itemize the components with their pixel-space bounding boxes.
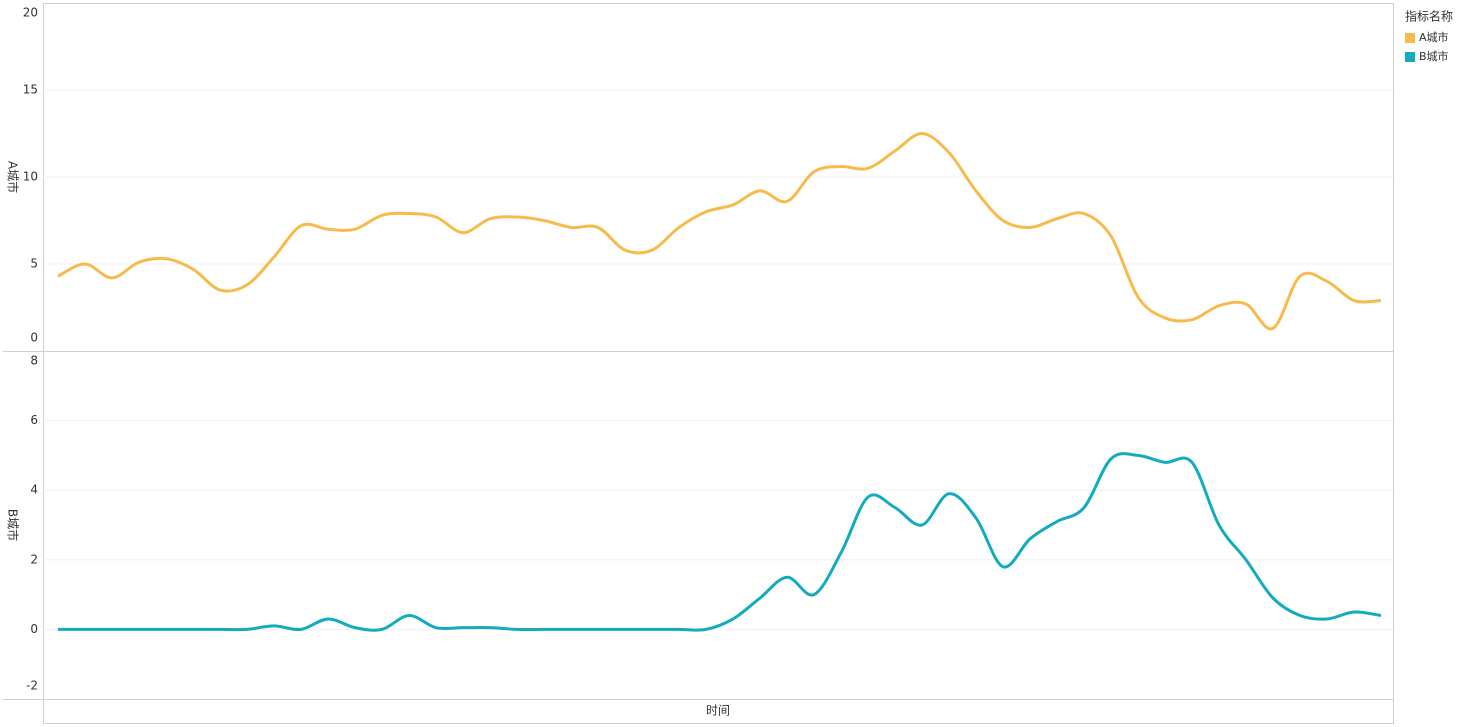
y-tick-label: 10 bbox=[23, 170, 38, 184]
legend-swatch bbox=[1405, 52, 1415, 62]
y-axis-label: A城市 bbox=[6, 161, 21, 193]
series-line bbox=[58, 452, 1382, 632]
series-line bbox=[57, 131, 1382, 331]
y-tick-label: 0 bbox=[30, 331, 38, 345]
y-tick-label: 5 bbox=[30, 257, 38, 271]
x-axis-label: 时间 bbox=[706, 704, 730, 718]
y-tick-label: -2 bbox=[26, 679, 38, 693]
y-tick-label: 6 bbox=[30, 413, 38, 427]
y-tick-label: 4 bbox=[30, 483, 38, 497]
y-tick-label: 8 bbox=[30, 354, 38, 368]
y-axis-label: B城市 bbox=[6, 509, 21, 541]
legend-label: A城市 bbox=[1419, 30, 1449, 44]
plot-frame bbox=[43, 3, 1394, 724]
y-tick-label: 2 bbox=[30, 552, 38, 566]
legend-title: 指标名称 bbox=[1405, 9, 1453, 24]
y-tick-label: 15 bbox=[23, 83, 38, 97]
y-tick-label: 0 bbox=[30, 622, 38, 636]
legend-label: B城市 bbox=[1419, 49, 1449, 63]
y-tick-label: 20 bbox=[23, 6, 38, 20]
legend-swatch bbox=[1405, 33, 1415, 43]
